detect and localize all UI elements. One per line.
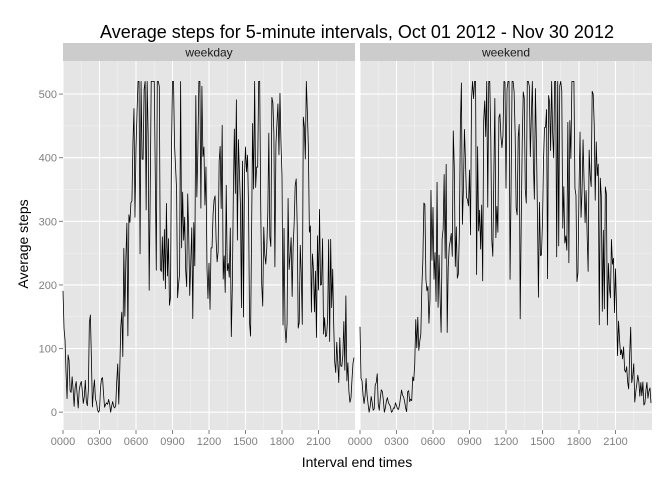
x-tick-label: 1500 <box>233 436 257 448</box>
chart-title: Average steps for 5-minute intervals, Oc… <box>100 22 614 42</box>
x-tick-label: 0600 <box>124 436 148 448</box>
x-tick-label: 1200 <box>494 436 518 448</box>
x-tick-label: 1800 <box>270 436 294 448</box>
x-tick-label: 1800 <box>567 436 591 448</box>
y-axis-title: Average steps <box>15 199 31 288</box>
series-line-weekend <box>359 80 652 413</box>
y-tick-label: 500 <box>39 89 57 101</box>
x-axis-title: Interval end times <box>302 454 413 470</box>
y-tick-label: 0 <box>51 407 57 419</box>
y-tick-label: 400 <box>39 153 57 165</box>
x-tick-label: 0900 <box>457 436 481 448</box>
x-tick-label: 0900 <box>160 436 184 448</box>
x-tick-label: 1500 <box>530 436 554 448</box>
y-tick-label: 200 <box>39 280 57 292</box>
x-tick-label: 0600 <box>421 436 445 448</box>
strip-background <box>360 43 652 61</box>
y-tick-label: 300 <box>39 216 57 228</box>
x-tick-label: 2100 <box>306 436 330 448</box>
x-tick-label: 2100 <box>603 436 627 448</box>
y-tick-label: 100 <box>39 344 57 356</box>
strip-label-weekend: weekend <box>481 46 530 60</box>
series-line-weekday <box>62 80 355 413</box>
x-tick-label: 0000 <box>348 436 372 448</box>
x-tick-label: 0300 <box>87 436 111 448</box>
x-tick-label: 1200 <box>197 436 221 448</box>
strip-background <box>63 43 355 61</box>
strip-label-weekday: weekday <box>184 46 232 60</box>
x-tick-label: 0300 <box>384 436 408 448</box>
x-tick-label: 0000 <box>51 436 75 448</box>
